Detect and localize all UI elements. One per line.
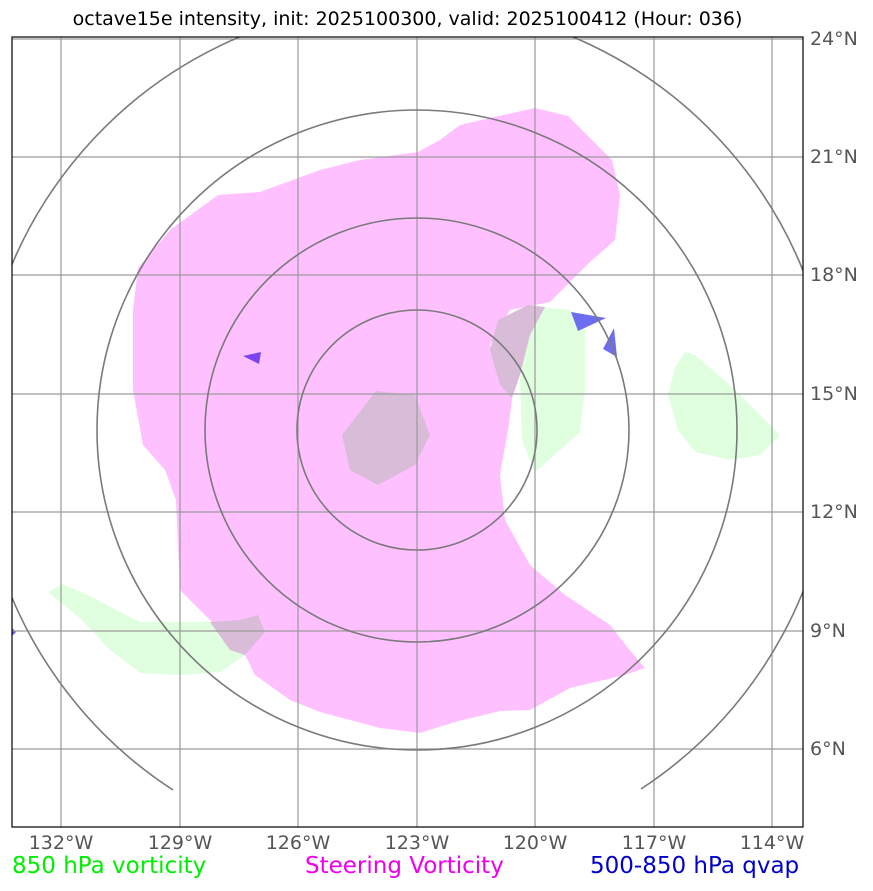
overlap-region-east [490,305,545,398]
qvap-patch-3 [243,352,261,364]
lon-label: 120°W [502,832,568,854]
legend-steering: Steering Vorticity [305,853,504,879]
distance-ring [296,309,538,551]
lat-label: 12°N [810,501,858,523]
legend-vort850: 850 hPa vorticity [12,853,207,879]
lon-label: 126°W [265,832,331,854]
lat-label: 18°N [810,264,858,286]
vort850-region-east [668,352,780,460]
qvap-patch-1 [571,312,606,331]
lon-label: 114°W [739,832,805,854]
distance-ring [204,217,630,643]
lat-label: 15°N [810,383,858,405]
lat-label: 24°N [810,28,858,50]
map-title: octave15e intensity, init: 2025100300, v… [72,8,743,30]
qvap-patch-edge [12,628,16,636]
lon-label: 132°W [28,832,94,854]
lat-label: 6°N [810,738,846,760]
lon-label: 123°W [384,832,450,854]
distance-ring [96,109,738,751]
vort850-region-southwest [48,584,262,675]
lon-label: 117°W [621,832,687,854]
graticule [12,37,803,827]
lat-label: 9°N [810,620,846,642]
overlap-region-southwest [210,615,265,655]
overlap-region-core [342,391,430,485]
distance-rings [12,37,803,791]
plot-frame [11,36,804,828]
lat-label: 21°N [810,146,858,168]
lon-label: 129°W [147,832,213,854]
legend-qvap: 500-850 hPa qvap [590,853,800,879]
